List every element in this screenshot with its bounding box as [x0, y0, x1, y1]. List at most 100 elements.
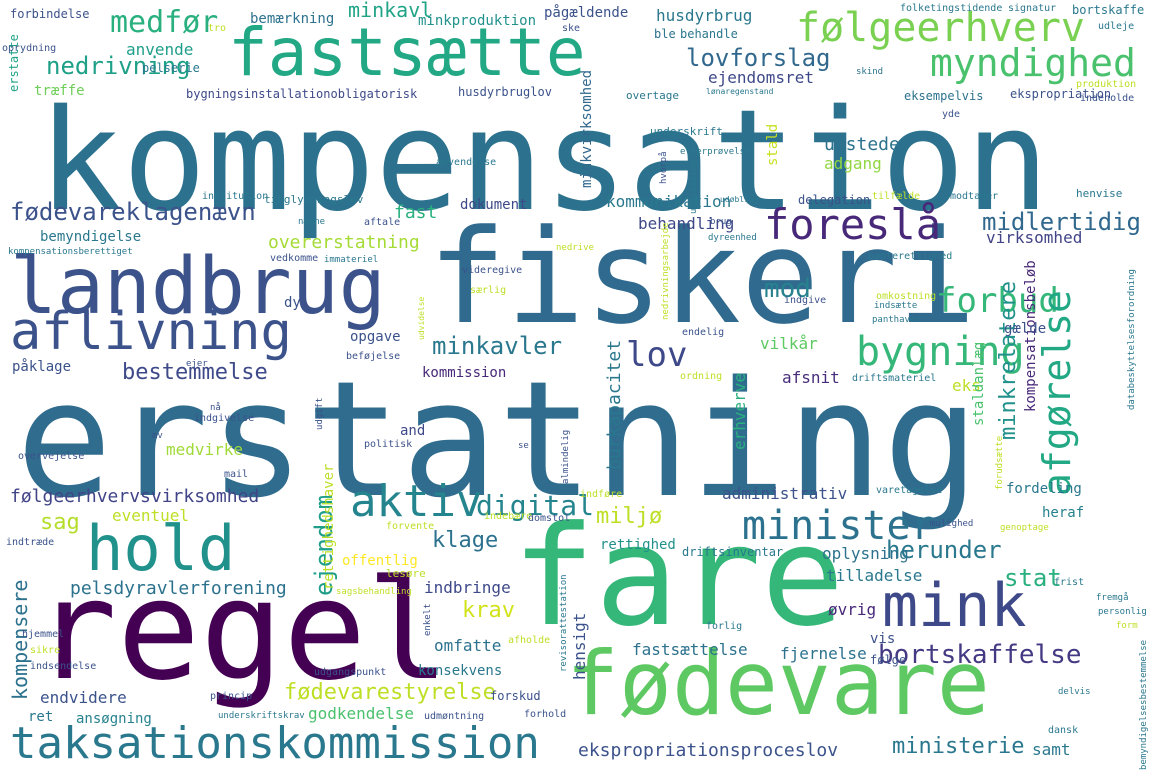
word: indføre: [580, 489, 623, 500]
word: udstede: [824, 134, 900, 155]
word: domstol: [528, 513, 571, 524]
word: forudsætte: [995, 435, 1005, 490]
word: signatur: [1008, 3, 1057, 14]
word: ansøgning: [76, 711, 152, 727]
word: overerstatning: [268, 232, 420, 253]
word: stat: [1004, 564, 1062, 592]
word: driftsmateriel: [852, 373, 937, 384]
word: fiskeri: [428, 201, 976, 353]
word: nedrivningsarbejde: [661, 222, 671, 320]
word: administrativ: [722, 484, 848, 503]
word: husdyrbrug: [656, 6, 753, 25]
word: gælde: [1004, 321, 1047, 337]
word: indbringe: [424, 578, 511, 597]
word: ekspropriationsproceslov: [578, 740, 839, 761]
word: hold: [86, 512, 236, 585]
word: driftsinventar: [682, 545, 784, 559]
word: behandle: [680, 27, 738, 41]
word: rettighed: [600, 537, 676, 553]
word: nævne: [298, 217, 326, 227]
word: frist: [1054, 577, 1085, 588]
word: fordeling: [1006, 481, 1082, 497]
word: nå: [210, 403, 221, 413]
word: revisorattestation: [559, 574, 569, 672]
word: indsætte: [874, 301, 918, 311]
word: kompensationsberettiget: [8, 247, 133, 257]
word: samt: [1032, 740, 1071, 759]
word: politisk: [364, 439, 413, 450]
word: underskrift: [650, 125, 723, 138]
word: udgangspunkt: [314, 667, 387, 678]
word: pågældende: [544, 5, 629, 21]
word: anvende: [126, 40, 194, 59]
word: indsendelse: [30, 661, 97, 672]
word: lønaregenstand: [706, 87, 774, 96]
word: ske: [562, 23, 581, 34]
word: brug: [710, 217, 732, 227]
word: fastsættelse: [632, 640, 748, 659]
word: eksempelvis: [904, 89, 984, 103]
word: adgang: [824, 154, 882, 173]
word: følgeerhverv: [796, 5, 1085, 51]
word: kommission: [422, 365, 507, 381]
word: underskriftskrav: [218, 711, 305, 721]
word: fare: [512, 496, 845, 657]
word: bemyndigelsesbestemmelse: [1139, 639, 1149, 770]
word: genoptage: [1000, 523, 1049, 533]
word: tilladelse: [826, 566, 923, 585]
word: virksomhed: [986, 228, 1083, 247]
word: aflivning: [10, 302, 292, 362]
word: overtage: [626, 89, 679, 102]
word: bestemmelse: [122, 360, 268, 385]
word: lesøre: [386, 567, 426, 580]
word: dokument: [460, 197, 528, 213]
word: følge: [870, 653, 907, 667]
word: fremgå: [1096, 593, 1129, 603]
word: rettighedshaver: [321, 463, 337, 590]
word: fødevarestyrelse: [284, 680, 496, 705]
word: indtræde: [6, 537, 55, 548]
word: beføjelse: [346, 351, 401, 362]
word: påklage: [12, 359, 72, 375]
word: eventuel: [112, 506, 190, 525]
word: herunder: [886, 536, 1002, 564]
word: midlertidig: [982, 208, 1141, 236]
word: pelsdyravlerforening: [70, 578, 287, 599]
word: heraf: [1042, 505, 1085, 521]
word: ministerie: [892, 734, 1025, 759]
word: træffe: [34, 83, 85, 99]
word: dyreenhed: [708, 233, 757, 243]
word: myndighed: [930, 41, 1136, 85]
word: godkendelse: [308, 704, 414, 723]
word: bygningsinstallationobligatorisk: [186, 87, 418, 101]
word: produktion: [1076, 79, 1137, 90]
word: fødevare: [566, 632, 990, 735]
word: modtager: [950, 191, 999, 202]
word: udøbling: [720, 195, 759, 204]
word: forbud: [936, 281, 1059, 321]
word: burkapacitet: [604, 339, 625, 470]
word: forhold: [524, 709, 567, 720]
word: forvente: [386, 521, 435, 532]
word: stald: [765, 123, 781, 166]
word: minkproduktion: [418, 13, 537, 29]
word: endvidere: [40, 688, 127, 707]
word: panthaver: [872, 315, 921, 325]
word: hvorpå: [659, 151, 669, 184]
word: aftale: [364, 217, 401, 228]
word: opgave: [350, 329, 401, 345]
word: mink: [882, 571, 1027, 641]
word: oprydning: [2, 43, 57, 54]
word: ekspropriation: [1010, 87, 1112, 101]
word: ret: [28, 709, 54, 725]
word: erhverve: [730, 372, 749, 450]
word: krav: [462, 598, 515, 623]
word: særlig: [470, 285, 507, 296]
word: kompensation: [38, 80, 1050, 243]
word: and: [400, 423, 426, 439]
word: indebære: [484, 511, 533, 522]
word: anvendelse: [436, 157, 497, 168]
word: klage: [432, 528, 499, 553]
word: se: [518, 441, 529, 451]
word: minkvirksomhed: [579, 69, 595, 188]
